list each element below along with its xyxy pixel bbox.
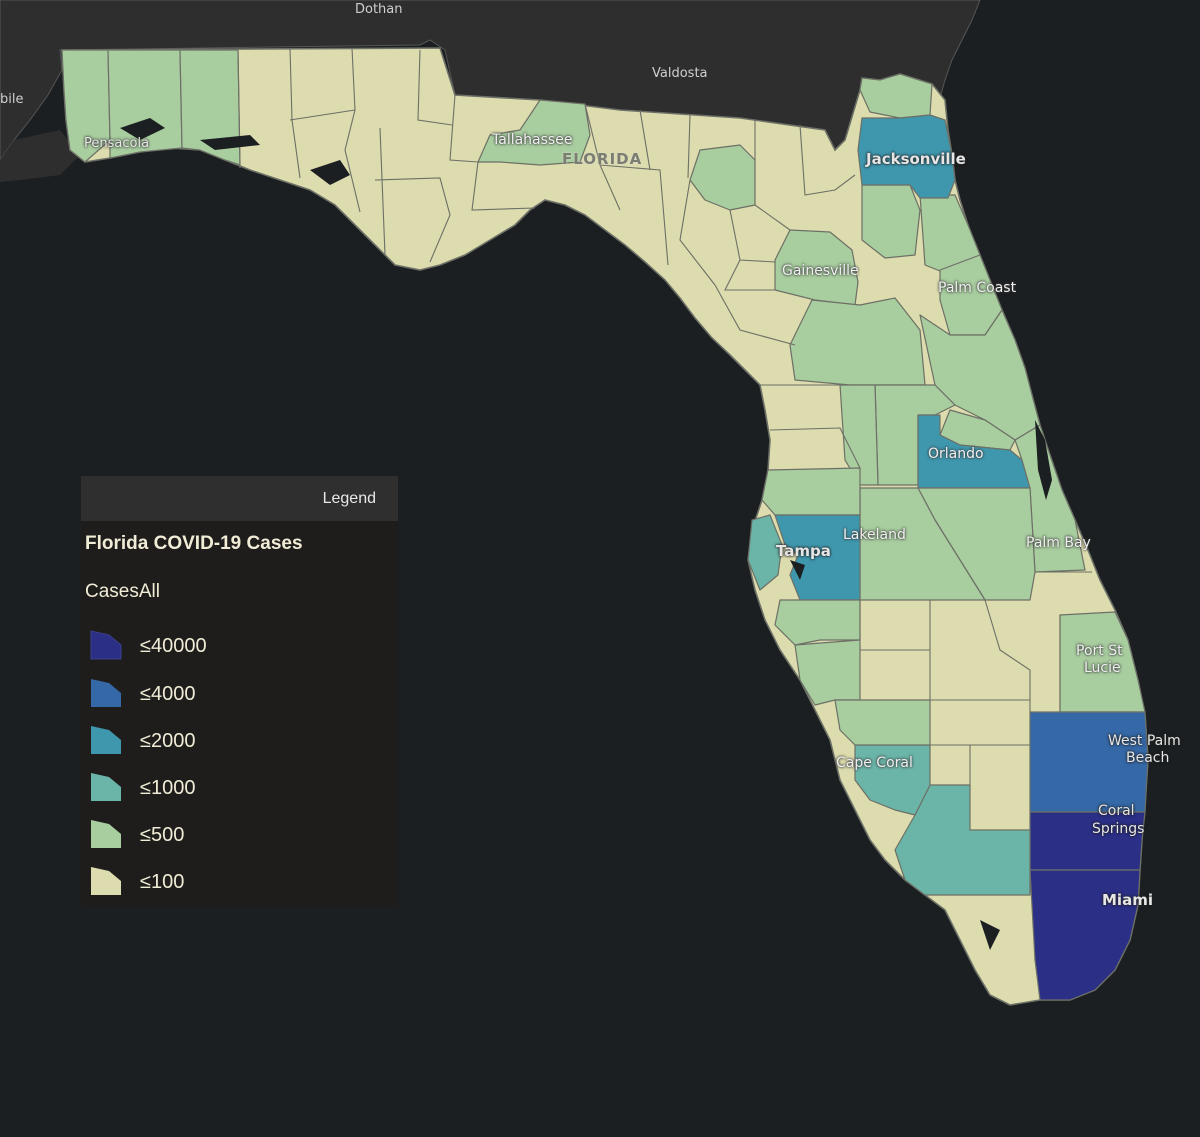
label-lakeland: Lakeland xyxy=(843,527,906,543)
county-duval[interactable] xyxy=(857,114,956,199)
county-charlotte[interactable] xyxy=(834,699,931,746)
label-palm-coast: Palm Coast xyxy=(938,280,1017,296)
label-jacksonville: Jacksonville xyxy=(866,150,966,168)
county-clay[interactable] xyxy=(861,184,921,259)
county-nassau[interactable] xyxy=(859,73,933,119)
legend-item-le100: ≤100 xyxy=(89,865,184,899)
county-leon[interactable] xyxy=(477,99,591,166)
legend-item-le2000: ≤2000 xyxy=(89,724,195,758)
bays xyxy=(120,118,1052,950)
label-palm-bay: Palm Bay xyxy=(1026,535,1091,551)
county-collier[interactable] xyxy=(894,784,1031,896)
county-pasco[interactable] xyxy=(761,467,861,516)
legend-label-le40000: ≤40000 xyxy=(140,634,207,657)
label-tampa: Tampa xyxy=(776,542,831,560)
county-sarasota[interactable] xyxy=(794,639,861,706)
county-columbia[interactable] xyxy=(689,144,756,211)
legend-item-le500: ≤500 xyxy=(89,818,184,852)
coast-detail xyxy=(0,130,80,182)
label-coral-springs-2: Springs xyxy=(1092,821,1145,837)
label-florida: FLORIDA xyxy=(562,150,643,168)
legend-swatch-le2000 xyxy=(91,726,121,754)
county-hillsborough[interactable] xyxy=(774,514,861,601)
legend-label-le500: ≤500 xyxy=(140,823,185,846)
county-marion[interactable] xyxy=(789,297,926,386)
legend-header[interactable]: Legend xyxy=(81,476,398,521)
label-dothan: Dothan xyxy=(355,2,403,17)
label-pensacola: Pensacola xyxy=(84,136,150,151)
county-manatee[interactable] xyxy=(774,599,861,646)
county-miami-dade[interactable] xyxy=(1029,869,1141,1001)
label-mobile: bile xyxy=(0,92,24,107)
legend-header-label: Legend xyxy=(322,489,376,507)
label-west-palm-1: West Palm xyxy=(1108,733,1181,749)
county-palm-beach[interactable] xyxy=(1029,711,1149,813)
legend-label-le100: ≤100 xyxy=(140,870,185,893)
label-valdosta: Valdosta xyxy=(652,66,708,81)
legend-label-le4000: ≤4000 xyxy=(140,682,196,705)
legend-panel: Legend Florida COVID-19 Cases CasesAll ≤… xyxy=(81,476,398,907)
legend-item-le1000: ≤1000 xyxy=(89,771,195,805)
label-cape-coral: Cape Coral xyxy=(836,755,913,771)
county-boundaries xyxy=(237,47,1092,785)
legend-swatch-le1000 xyxy=(91,773,121,801)
label-gainesville: Gainesville xyxy=(782,263,859,279)
label-port-st-lucie-1: Port St xyxy=(1076,643,1123,659)
label-west-palm-2: Beach xyxy=(1126,750,1170,766)
label-port-st-lucie-2: Lucie xyxy=(1084,660,1121,676)
label-orlando: Orlando xyxy=(928,446,984,462)
county-pinellas[interactable] xyxy=(747,514,783,591)
legend-label-le1000: ≤1000 xyxy=(140,776,196,799)
legend-field-name: CasesAll xyxy=(85,581,160,602)
county-sumter[interactable] xyxy=(839,384,879,486)
legend-label-le2000: ≤2000 xyxy=(140,729,196,752)
label-tallahassee: Tallahassee xyxy=(492,132,573,148)
county-lee[interactable] xyxy=(854,744,931,816)
legend-swatch-le40000 xyxy=(90,630,122,660)
legend-swatch-le4000 xyxy=(91,679,121,707)
legend-item-le4000: ≤4000 xyxy=(89,677,195,711)
label-coral-springs-1: Coral xyxy=(1098,803,1135,819)
legend-swatch-le500 xyxy=(91,820,121,848)
legend-swatch-le100 xyxy=(91,867,121,895)
label-miami: Miami xyxy=(1102,891,1153,909)
legend-layer-title: Florida COVID-19 Cases xyxy=(85,533,303,554)
legend-item-le40000: ≤40000 xyxy=(89,629,207,663)
